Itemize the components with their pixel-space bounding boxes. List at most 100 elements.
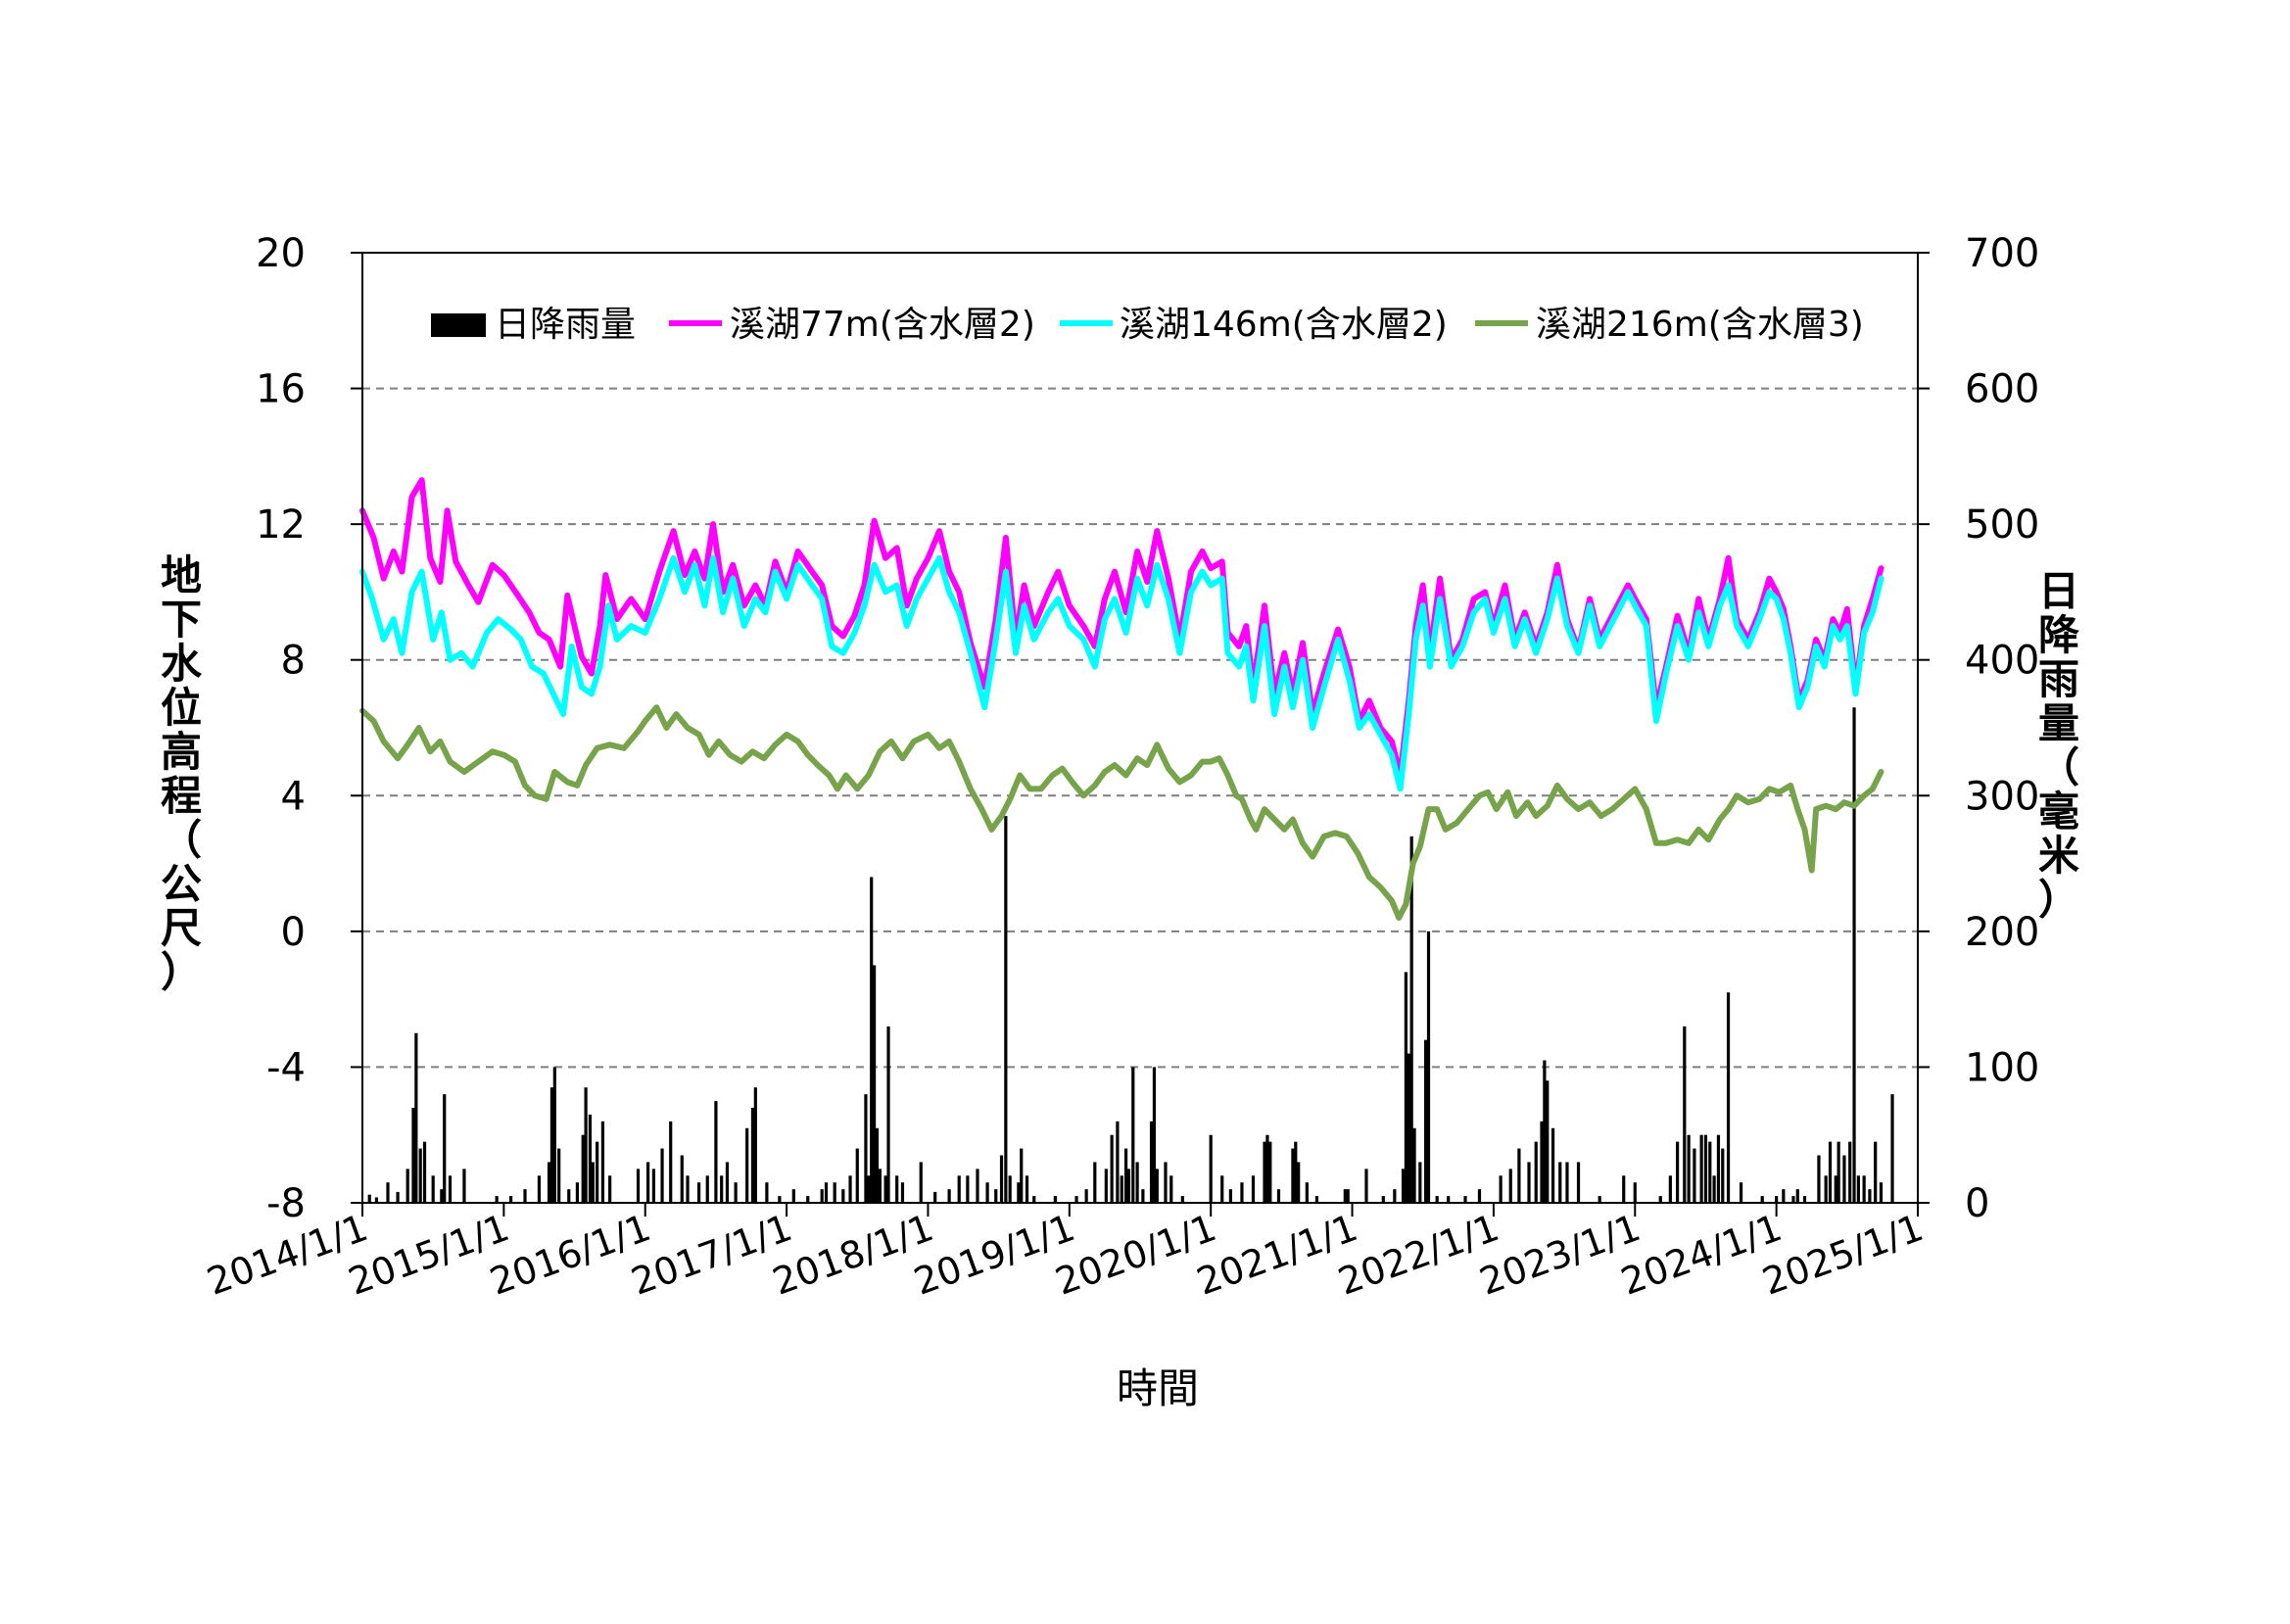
rainfall-bar xyxy=(1687,1134,1691,1203)
rainfall-bar xyxy=(714,1101,718,1203)
x-tick-label: 2020/1/1 xyxy=(1050,1206,1221,1304)
rainfall-bar xyxy=(1856,1175,1860,1203)
rainfall-bar xyxy=(557,1148,561,1203)
rainfall-bar xyxy=(1381,1196,1385,1203)
rainfall-bar xyxy=(651,1169,655,1203)
rainfall-bar xyxy=(765,1182,769,1203)
rainfall-bar xyxy=(1508,1169,1512,1203)
rainfall-bar xyxy=(1817,1155,1821,1203)
plot-frame xyxy=(361,252,1919,1204)
rainfall-bar xyxy=(1276,1189,1281,1203)
rainfall-bar xyxy=(824,1182,829,1203)
rainfall-bar xyxy=(1126,1169,1131,1203)
y-left-axis-label-char: 程 xyxy=(161,772,202,820)
rainfall-bar xyxy=(875,1127,880,1203)
rainfall-bar xyxy=(1412,1127,1416,1203)
rainfall-bar xyxy=(806,1196,810,1203)
rainfall-bar xyxy=(1265,1134,1269,1203)
rainfall-bar xyxy=(1346,1189,1350,1203)
rainfall-bar xyxy=(1008,1175,1012,1203)
rainfall-bar xyxy=(1435,1196,1439,1203)
rainfall-bar xyxy=(895,1175,899,1203)
rainfall-bar xyxy=(1658,1196,1662,1203)
rainfall-bar xyxy=(1032,1196,1036,1203)
y-left-tick-label: 16 xyxy=(256,367,306,412)
rainfall-bar xyxy=(1837,1141,1840,1203)
legend-label-1: 溪湖77m(含水層2) xyxy=(730,305,1035,345)
rainfall-bar xyxy=(581,1134,585,1203)
rainfall-bar xyxy=(725,1162,730,1203)
rainfall-bar xyxy=(1407,1053,1410,1203)
rainfall-bar xyxy=(957,1175,961,1203)
rainfall-bar xyxy=(999,1155,1004,1203)
y-left-tick-label: 4 xyxy=(281,774,306,819)
rainfall-bar xyxy=(872,965,877,1203)
rainfall-bar xyxy=(855,1148,859,1203)
y-right-axis-label-char: 毫 xyxy=(2038,788,2079,836)
rainfall-bar xyxy=(608,1175,612,1203)
rainfall-bar xyxy=(696,1182,701,1203)
rainfall-bar xyxy=(1517,1148,1521,1203)
rainfall-bar xyxy=(1874,1141,1878,1203)
rainfall-bar xyxy=(575,1182,580,1203)
rainfall-bar xyxy=(1120,1175,1123,1203)
rainfall-bar xyxy=(1393,1189,1397,1203)
rainfall-bar xyxy=(1868,1189,1872,1203)
rainfall-bar xyxy=(1708,1141,1712,1203)
rainfall-bar xyxy=(841,1189,845,1203)
y-right-tick-label: 400 xyxy=(1965,639,2039,684)
rainfall-bar xyxy=(1180,1196,1184,1203)
rainfall-bar xyxy=(1782,1189,1786,1203)
rainfall-bar xyxy=(1834,1175,1837,1203)
y-left-axis-label-char: （ xyxy=(161,816,202,864)
rainfall-bar xyxy=(680,1155,684,1203)
y-right-tick-label: 200 xyxy=(1965,910,2039,955)
rainfall-bar xyxy=(1862,1175,1866,1203)
series-line-2 xyxy=(359,554,1884,792)
y-left-axis-label-char: 位 xyxy=(161,684,202,732)
rainfall-bar xyxy=(753,1087,757,1203)
rainfall-bar xyxy=(778,1196,782,1203)
rainfall-bar xyxy=(1739,1182,1743,1203)
y-left-axis-label-char: 尺 xyxy=(161,904,202,952)
rainfall-bar xyxy=(1760,1196,1764,1203)
rainfall-bar xyxy=(1551,1127,1555,1203)
rainfall-bar xyxy=(833,1182,836,1203)
rainfall-bar xyxy=(994,1189,998,1203)
rainfall-bar xyxy=(1828,1141,1833,1203)
y-left-tick-label: -8 xyxy=(266,1181,306,1226)
legend-swatch-rainfall xyxy=(431,313,486,337)
y-right-axis-label-char: 米 xyxy=(2038,832,2079,880)
rainfall-bar xyxy=(1534,1141,1538,1203)
rainfall-bar xyxy=(1675,1141,1680,1203)
rainfall-bar xyxy=(1622,1175,1626,1203)
rainfall-bar xyxy=(1169,1175,1173,1203)
rainfall-bar xyxy=(1404,972,1408,1203)
rainfall-bar xyxy=(1424,1039,1428,1203)
y-right-axis-label-char: ） xyxy=(2038,876,2079,924)
rainfall-bar xyxy=(864,1094,868,1203)
rainfall-bar xyxy=(1104,1169,1108,1203)
rainfall-bar xyxy=(1463,1196,1467,1203)
y-right-axis-label-char: 雨 xyxy=(2038,655,2079,703)
rainfall-bar xyxy=(418,1148,422,1203)
rainfall-bar xyxy=(1053,1196,1057,1203)
gridlines xyxy=(362,387,1918,1069)
rainfall-bar xyxy=(1220,1175,1224,1203)
rainfall-bar xyxy=(1093,1162,1097,1203)
y-right-axis-label-char: （ xyxy=(2038,743,2079,791)
rainfall-bar xyxy=(431,1175,435,1203)
rainfall-bar xyxy=(1546,1080,1550,1203)
rainfall-bar xyxy=(1540,1121,1544,1203)
x-tick-label: 2023/1/1 xyxy=(1474,1206,1646,1304)
rainfall-bar xyxy=(1693,1148,1696,1203)
rainfall-bar xyxy=(386,1182,390,1203)
rainfall-bar xyxy=(1543,1060,1547,1203)
rainfall-bar xyxy=(1228,1189,1232,1203)
rainfall-bar xyxy=(669,1121,673,1203)
rainfall-bar xyxy=(1668,1175,1672,1203)
rainfall-bar xyxy=(1135,1162,1139,1203)
y-right-axis-label-char: 量 xyxy=(2038,699,2079,747)
rainfall-bar xyxy=(1152,1067,1157,1203)
